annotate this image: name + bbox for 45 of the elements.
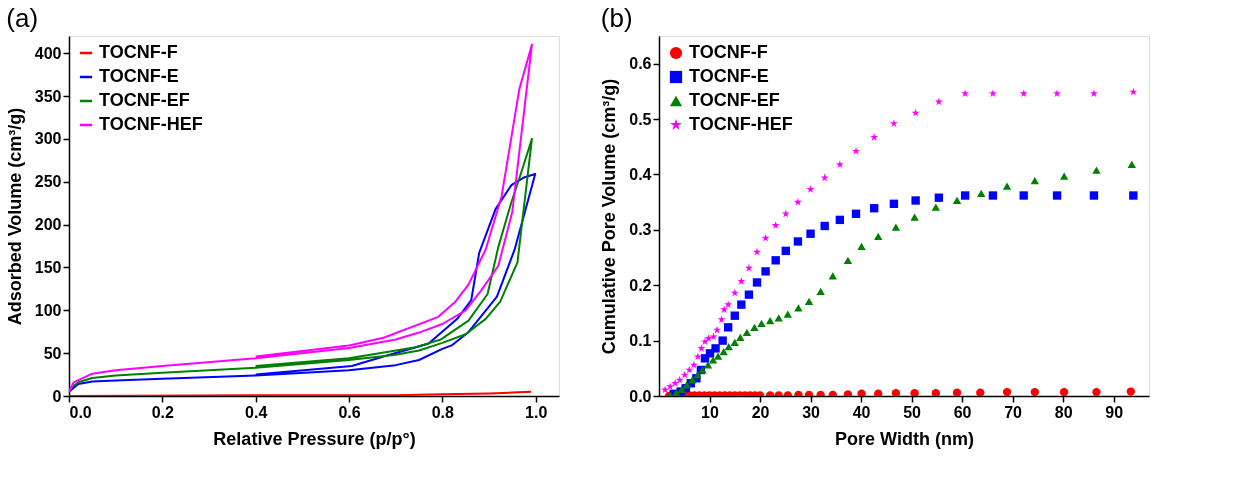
legend-label: TOCNF-F bbox=[99, 42, 178, 62]
x-tick-label: 10 bbox=[701, 403, 720, 421]
y-tick-label: 0.0 bbox=[629, 387, 652, 405]
legend-label: TOCNF-E bbox=[689, 66, 769, 86]
y-tick-label: 350 bbox=[34, 87, 62, 105]
x-tick-label: 90 bbox=[1105, 403, 1124, 421]
y-tick-label: 400 bbox=[34, 44, 62, 62]
x-tick-label: 0.0 bbox=[69, 403, 92, 421]
x-tick-label: 0.2 bbox=[151, 403, 175, 421]
y-axis-title: Cumulative Pore Volume (cm³/g) bbox=[599, 78, 620, 355]
y-tick-label: 100 bbox=[34, 301, 62, 319]
x-tick-label: 40 bbox=[852, 403, 871, 421]
x-tick-label: 20 bbox=[751, 403, 770, 421]
y-axis-title: Adsorbed Volume (cm³/g) bbox=[4, 107, 25, 326]
y-tick-label: 0.2 bbox=[629, 276, 652, 294]
x-axis-title: Pore Width (nm) bbox=[835, 428, 974, 449]
y-tick-label: 0.4 bbox=[629, 165, 652, 183]
x-tick-label: 70 bbox=[1004, 403, 1023, 421]
legend-label: TOCNF-EF bbox=[99, 90, 190, 110]
y-tick-label: 0.1 bbox=[629, 332, 652, 350]
y-tick-label: 200 bbox=[34, 216, 62, 234]
x-axis-title: Relative Pressure (p/p°) bbox=[213, 428, 416, 449]
legend-label: TOCNF-EF bbox=[689, 90, 780, 110]
legend-label: TOCNF-HEF bbox=[99, 114, 203, 134]
x-tick-label: 0.8 bbox=[431, 403, 455, 421]
x-tick-label: 1.0 bbox=[525, 403, 548, 421]
y-tick-label: 0.5 bbox=[629, 110, 652, 128]
x-tick-label: 80 bbox=[1054, 403, 1073, 421]
legend-label: TOCNF-E bbox=[99, 66, 179, 86]
legend-label: TOCNF-HEF bbox=[689, 114, 793, 134]
chart-title: (b) bbox=[600, 3, 633, 33]
chart-title: (a) bbox=[6, 3, 39, 33]
x-tick-label: 0.6 bbox=[338, 403, 361, 421]
x-tick-label: 0.4 bbox=[245, 403, 268, 421]
y-tick-label: 150 bbox=[34, 258, 62, 276]
x-tick-label: 30 bbox=[802, 403, 821, 421]
x-tick-label: 60 bbox=[953, 403, 972, 421]
legend-label: TOCNF-F bbox=[689, 42, 768, 62]
y-tick-label: 300 bbox=[34, 130, 62, 148]
y-tick-label: 250 bbox=[34, 173, 62, 191]
x-tick-label: 50 bbox=[903, 403, 922, 421]
y-tick-label: 50 bbox=[43, 344, 62, 362]
y-tick-label: 0.6 bbox=[629, 55, 652, 73]
y-tick-label: 0 bbox=[52, 387, 62, 405]
y-tick-label: 0.3 bbox=[629, 221, 652, 239]
